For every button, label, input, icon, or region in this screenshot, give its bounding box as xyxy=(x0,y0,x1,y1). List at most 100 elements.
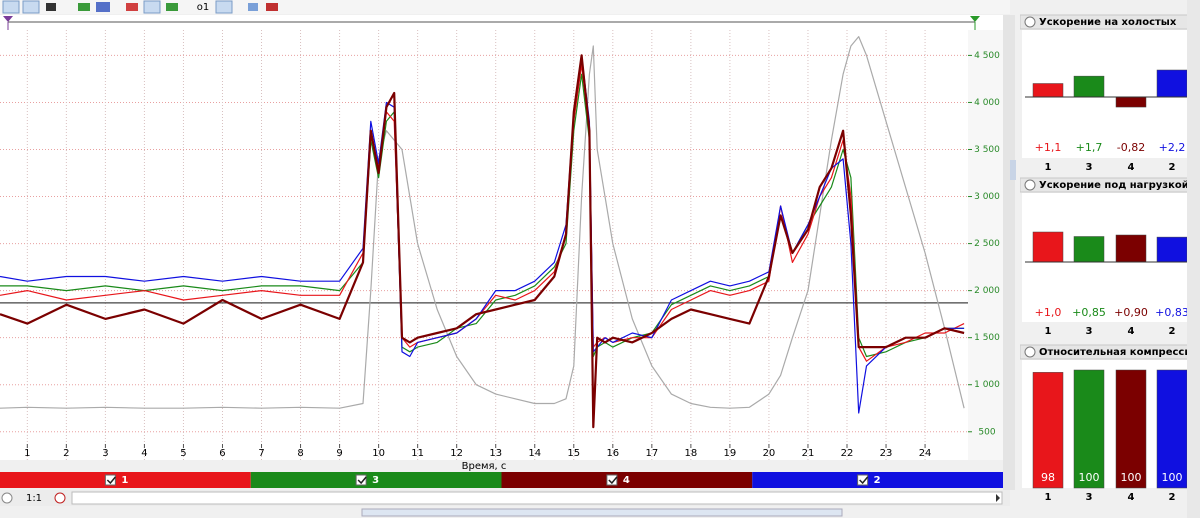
status-bar: 1:1 xyxy=(0,490,1010,517)
checkbox[interactable] xyxy=(104,474,116,486)
tool-button[interactable] xyxy=(143,0,161,14)
x-tick-label: 7 xyxy=(258,448,264,459)
value-label: 100 xyxy=(1162,471,1183,484)
checkbox[interactable] xyxy=(857,474,869,486)
tool-button[interactable] xyxy=(126,3,138,11)
panel-title: Ускорение на холостых xyxy=(1039,17,1177,28)
x-tick-label: 10 xyxy=(372,448,385,459)
value-label: -0,82 xyxy=(1117,141,1145,154)
panel-icon xyxy=(1024,16,1036,28)
tool-button[interactable] xyxy=(46,3,56,11)
tool-button[interactable] xyxy=(2,0,20,14)
panel-splitter[interactable] xyxy=(1010,160,1016,180)
zoom-in[interactable] xyxy=(54,492,66,504)
y-tick-label: 2 500 xyxy=(974,239,1000,249)
panel-title: Относительная компресси xyxy=(1039,347,1191,358)
cylinder-strip: 1 3 4 2 xyxy=(0,472,1003,488)
x-tick-label: 19 xyxy=(724,448,737,459)
v-scrollbar[interactable] xyxy=(1003,15,1015,490)
bar xyxy=(1115,234,1147,263)
x-tick-label: 21 xyxy=(802,448,815,459)
category-label: 3 xyxy=(1086,162,1093,173)
value-label: +0,83 xyxy=(1155,306,1189,319)
splitter[interactable] xyxy=(361,508,843,517)
start-marker[interactable] xyxy=(3,16,13,22)
x-tick-label: 16 xyxy=(606,448,619,459)
value-label: 100 xyxy=(1079,471,1100,484)
bar xyxy=(1073,75,1105,98)
value-label: +1,7 xyxy=(1076,141,1103,154)
plot-area xyxy=(0,30,968,460)
checkbox[interactable] xyxy=(355,474,367,486)
category-label: 2 xyxy=(1169,162,1176,173)
value-label: +1,1 xyxy=(1035,141,1062,154)
side-panels: Ускорение на холостых +1,1 1 +1,7 3 -0,82 4 +2,… xyxy=(1020,14,1191,503)
bar xyxy=(1032,231,1064,263)
cylinder-band[interactable] xyxy=(752,472,1003,488)
x-tick-label: 15 xyxy=(567,448,580,459)
x-tick-label: 9 xyxy=(336,448,342,459)
x-tick-label: 6 xyxy=(219,448,225,459)
side-scrollbar[interactable] xyxy=(1187,0,1200,518)
x-tick-label: 18 xyxy=(685,448,698,459)
bar xyxy=(1115,96,1147,108)
y-tick-label: 4 000 xyxy=(974,98,1000,108)
category-label: 1 xyxy=(1045,326,1052,337)
x-tick-label: 8 xyxy=(297,448,303,459)
series-line xyxy=(0,36,965,409)
bar xyxy=(1032,83,1064,98)
panel-title: Ускорение под нагрузкой xyxy=(1039,180,1189,191)
cylinder-label: 2 xyxy=(874,475,881,486)
tool-button[interactable] xyxy=(96,2,110,12)
bar xyxy=(1156,69,1187,98)
end-marker[interactable] xyxy=(970,16,980,22)
checkmark xyxy=(357,476,367,485)
category-label: 3 xyxy=(1086,326,1093,337)
x-tick-label: 24 xyxy=(919,448,932,459)
y-tick-label: 3 500 xyxy=(974,145,1000,155)
category-label: 4 xyxy=(1128,326,1135,337)
panel-header xyxy=(1020,177,1187,193)
category-label: 2 xyxy=(1169,326,1176,337)
category-label: 3 xyxy=(1086,492,1093,503)
value-label: +0,90 xyxy=(1114,306,1148,319)
value-label: +2,2 xyxy=(1159,141,1186,154)
y-tick-label: 1 500 xyxy=(974,333,1000,343)
bar xyxy=(1115,369,1147,489)
tool-button[interactable] xyxy=(22,0,40,14)
checkmark xyxy=(859,476,869,485)
tool-button[interactable] xyxy=(215,0,233,14)
x-axis-label: Время, с xyxy=(462,461,507,472)
y-axis-area xyxy=(968,30,1003,460)
plot-lines xyxy=(0,36,968,429)
x-tick-label: 13 xyxy=(489,448,502,459)
h-scrollbar[interactable] xyxy=(71,491,1003,505)
cylinder-band[interactable] xyxy=(0,472,251,488)
category-label: 4 xyxy=(1128,492,1135,503)
toolbar-label[interactable]: o1 xyxy=(197,2,209,13)
y-tick-label: 500 xyxy=(978,427,995,437)
category-label: 4 xyxy=(1128,162,1135,173)
x-tick-label: 17 xyxy=(645,448,658,459)
x-tick-label: 12 xyxy=(450,448,463,459)
value-label: 100 xyxy=(1121,471,1142,484)
cylinder-label: 1 xyxy=(121,475,128,486)
series-line xyxy=(0,73,965,358)
tool-button[interactable] xyxy=(166,3,178,11)
tool-button[interactable] xyxy=(266,3,278,11)
tool-button[interactable] xyxy=(248,3,258,11)
y-tick-label: 3 000 xyxy=(974,192,1000,202)
checkbox[interactable] xyxy=(606,474,618,486)
cylinder-band[interactable] xyxy=(250,472,502,488)
zoom-out[interactable] xyxy=(1,492,13,504)
bar xyxy=(1032,372,1064,489)
zoom-label: 1:1 xyxy=(26,493,42,504)
x-tick-label: 5 xyxy=(180,448,186,459)
x-tick-label: 2 xyxy=(63,448,69,459)
category-label: 2 xyxy=(1169,492,1176,503)
y-tick-label: 1 000 xyxy=(974,380,1000,390)
scroll-right[interactable] xyxy=(996,494,1000,502)
cylinder-band[interactable] xyxy=(501,472,753,488)
tool-button[interactable] xyxy=(78,3,90,11)
